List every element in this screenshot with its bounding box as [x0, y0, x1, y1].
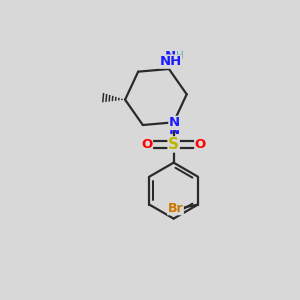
- Text: S: S: [168, 137, 179, 152]
- Text: H: H: [176, 51, 184, 61]
- Text: Br: Br: [168, 202, 183, 215]
- Text: N: N: [165, 50, 176, 62]
- Text: N: N: [169, 116, 180, 129]
- Text: NH: NH: [159, 55, 182, 68]
- Text: S: S: [168, 137, 179, 152]
- Text: O: O: [141, 138, 152, 151]
- Text: N: N: [169, 124, 180, 137]
- Text: Br: Br: [168, 202, 183, 215]
- Text: O: O: [141, 138, 152, 151]
- Text: O: O: [195, 138, 206, 151]
- Text: O: O: [195, 138, 206, 151]
